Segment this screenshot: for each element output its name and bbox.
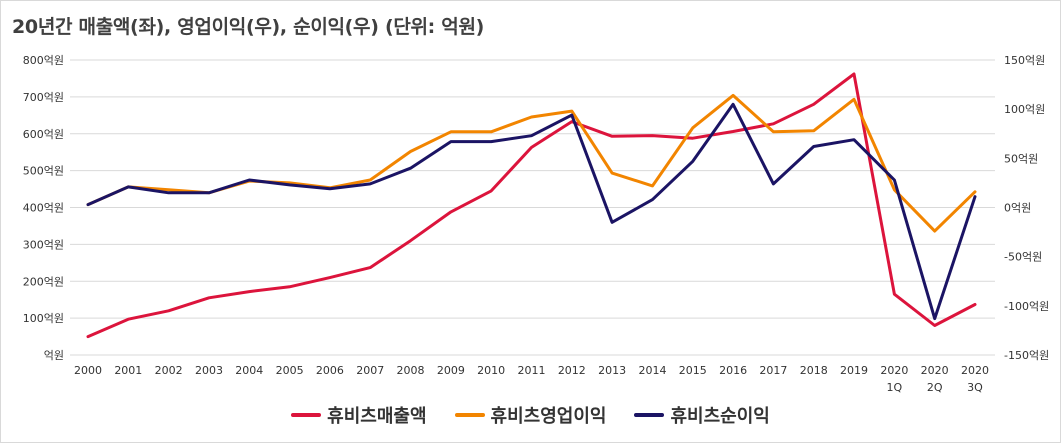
left-tick-label: 300억원 <box>23 238 64 251</box>
x-tick-label: 2017 <box>759 364 787 377</box>
left-tick-label: 400억원 <box>23 202 64 215</box>
x-tick-label: 2020 1Q <box>880 364 908 394</box>
x-tick-label: 2001 <box>114 364 142 377</box>
series-line-0 <box>86 72 977 339</box>
right-tick-label: 0억원 <box>1004 202 1031 215</box>
x-tick-label: 2010 <box>477 364 505 377</box>
x-tick-label: 2004 <box>235 364 263 377</box>
x-tick-label: 2015 <box>679 364 707 377</box>
x-tick-label: 2014 <box>638 364 666 377</box>
x-tick-label: 2009 <box>437 364 465 377</box>
left-axis-ticks: 억원 100억원 200억원 300억원 400억원 500억원 600억원 700억원 800… <box>23 54 64 362</box>
x-tick-label: 2007 <box>356 364 384 377</box>
grid-lines <box>70 59 995 356</box>
right-axis-ticks: -150억원 -100억원 -50억원 0억원 50억원 100억원 150억원 <box>1004 54 1049 362</box>
x-tick-label: 2008 <box>397 364 425 377</box>
series-lines <box>86 72 977 339</box>
x-tick-label: 2006 <box>316 364 344 377</box>
right-tick-label: 100억원 <box>1004 103 1045 116</box>
x-tick-label: 2003 <box>195 364 223 377</box>
legend-label-revenue: 휴비츠매출액 <box>327 406 427 427</box>
right-tick-label: 50억원 <box>1004 152 1038 165</box>
x-tick-label: 2020 3Q <box>961 364 989 394</box>
series-line-1 <box>86 93 977 233</box>
x-tick-label: 2013 <box>598 364 626 377</box>
x-tick-label: 2011 <box>518 364 546 377</box>
legend-label-net-income: 휴비츠순이익 <box>670 406 770 427</box>
x-tick-label: 2018 <box>800 364 828 377</box>
legend-swatch-net-income <box>634 413 665 417</box>
x-tick-label: 2012 <box>558 364 586 377</box>
legend-item-revenue: 휴비츠매출액 <box>291 402 427 428</box>
legend-item-net-income: 휴비츠순이익 <box>634 402 770 428</box>
right-tick-label: -50억원 <box>1004 251 1042 264</box>
left-tick-label: 200억원 <box>23 275 64 288</box>
left-tick-label: 억원 <box>44 349 64 362</box>
legend: 휴비츠매출액 휴비츠영업이익 휴비츠순이익 <box>0 402 1061 428</box>
x-axis-ticks: 2000 2001 2002 2003 2004 2005 2006 2007 2008 2009… <box>74 364 989 394</box>
legend-label-operating-profit: 휴비츠영업이익 <box>490 406 607 427</box>
right-tick-label: 150억원 <box>1004 54 1045 67</box>
left-tick-label: 600억원 <box>23 128 64 141</box>
legend-item-operating-profit: 휴비츠영업이익 <box>454 402 607 428</box>
x-tick-label: 2000 <box>74 364 102 377</box>
left-tick-label: 500억원 <box>23 165 64 178</box>
x-tick-label: 2020 2Q <box>921 364 949 394</box>
series-line-2 <box>86 102 977 321</box>
left-tick-label: 800억원 <box>23 54 64 67</box>
right-tick-label: -150억원 <box>1004 349 1049 362</box>
left-tick-label: 100억원 <box>23 312 64 325</box>
left-tick-label: 700억원 <box>23 91 64 104</box>
x-tick-label: 2019 <box>840 364 868 377</box>
legend-swatch-operating-profit <box>454 413 485 417</box>
x-tick-label: 2016 <box>719 364 747 377</box>
x-tick-label: 2002 <box>155 364 183 377</box>
x-tick-label: 2005 <box>276 364 304 377</box>
chart-title: 20년간 매출액(좌), 영업이익(우), 순이익(우) (단위: 억원) <box>12 16 485 38</box>
legend-swatch-revenue <box>291 413 322 417</box>
right-tick-label: -100억원 <box>1004 300 1049 313</box>
